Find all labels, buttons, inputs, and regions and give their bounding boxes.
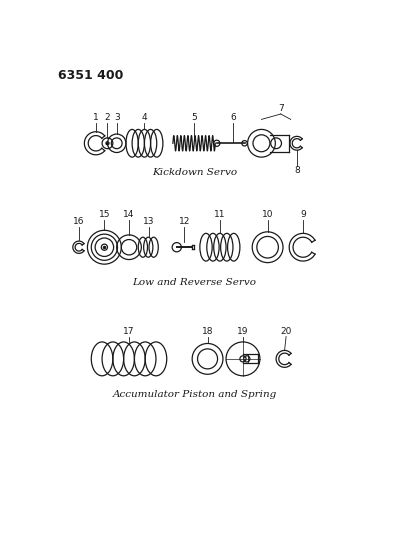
- Text: 2: 2: [104, 114, 110, 123]
- Text: 16: 16: [73, 217, 85, 227]
- Text: 10: 10: [262, 209, 273, 219]
- Text: 15: 15: [99, 209, 110, 219]
- Text: 13: 13: [143, 217, 155, 227]
- Text: 14: 14: [123, 209, 135, 219]
- Text: Kickdown Servo: Kickdown Servo: [152, 168, 237, 177]
- Text: 7: 7: [278, 104, 284, 113]
- Text: 1: 1: [93, 114, 99, 123]
- Text: 20: 20: [280, 327, 292, 336]
- Text: Accumulator Piston and Spring: Accumulator Piston and Spring: [112, 390, 277, 399]
- Text: 9: 9: [300, 209, 306, 219]
- Text: 8: 8: [294, 166, 300, 175]
- Text: 6351 400: 6351 400: [58, 69, 124, 83]
- Text: 4: 4: [142, 114, 147, 123]
- Text: 3: 3: [114, 114, 120, 123]
- Text: Low and Reverse Servo: Low and Reverse Servo: [133, 278, 257, 287]
- Text: 12: 12: [179, 217, 190, 227]
- Text: 17: 17: [123, 327, 135, 336]
- Text: 11: 11: [214, 209, 226, 219]
- Text: 6: 6: [230, 114, 236, 123]
- Text: 19: 19: [237, 327, 249, 336]
- Text: 18: 18: [202, 327, 213, 336]
- Text: 5: 5: [192, 114, 197, 123]
